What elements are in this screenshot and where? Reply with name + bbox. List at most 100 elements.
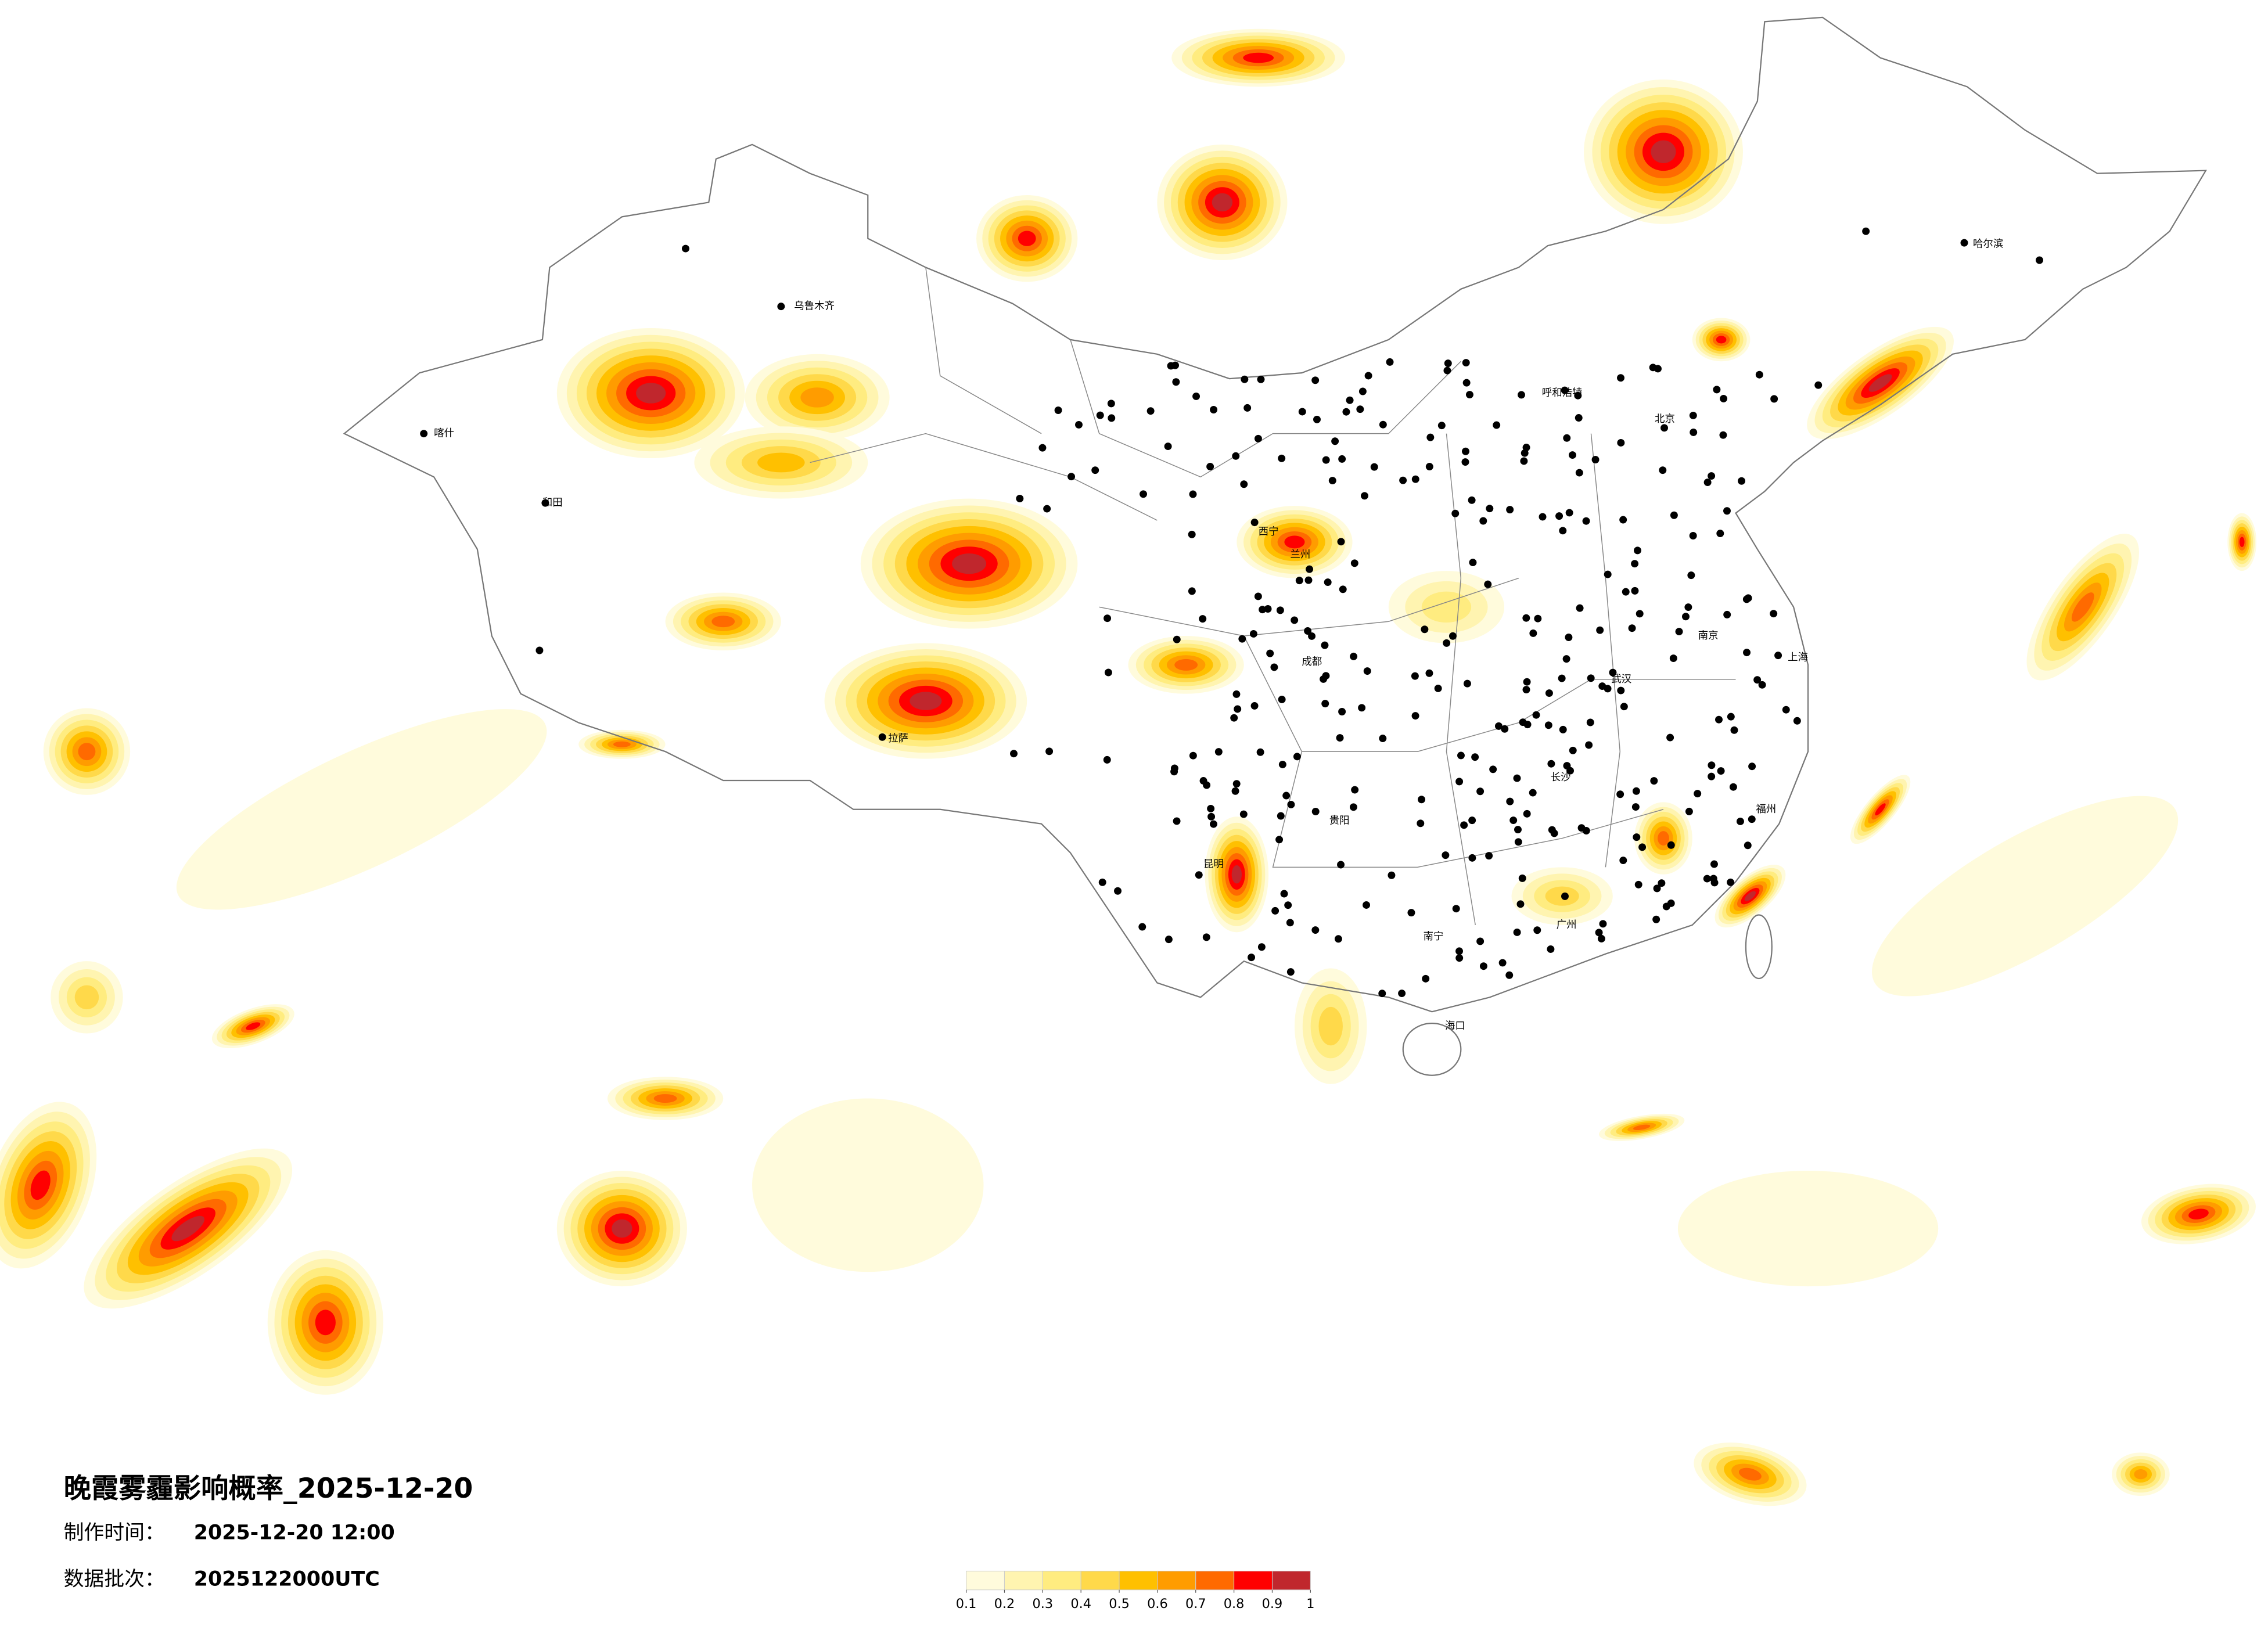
city-dot [1670,511,1678,519]
probability-area [1677,1171,1939,1287]
city-dot [1398,990,1406,998]
city-dot [1322,456,1330,464]
city-dot [1471,753,1479,761]
city-dot [1529,629,1537,637]
city-dot [1243,404,1252,412]
probability-area [246,1022,261,1030]
probability-area [2239,537,2245,548]
city-dot [1518,391,1525,399]
city-dot [1736,817,1744,825]
city-label: 呼和浩特 [1542,387,1583,399]
city-dot [1743,649,1751,657]
city-dot [1455,778,1464,786]
city-dot [1628,624,1636,632]
city-dot [1399,476,1407,484]
city-dot [1278,454,1286,462]
city-dot [1689,411,1697,419]
probability-area [612,1219,632,1238]
city-dot [1363,901,1371,909]
city-dot [1379,735,1387,743]
city-dot [1411,672,1419,680]
city-dot [1493,421,1501,429]
city-label: 南宁 [1424,931,1444,942]
city-dot [1096,411,1104,419]
city-dot [1617,686,1625,695]
city-dot [1358,387,1367,395]
city-dot [1518,874,1526,882]
city-dot [1054,406,1062,414]
taiwan-outline [1745,914,1773,980]
city-dot [1622,588,1630,596]
city-dot [1463,679,1471,688]
city-dot [1960,239,1968,247]
city-dot [1631,803,1640,811]
city-dot [1234,705,1242,713]
legend-tick-label: 0.7 [1185,1596,1206,1611]
legend: 0.1 0.2 0.3 0.4 0.5 0.6 0.7 0.8 0.9 1 [956,1570,1314,1611]
probability-area [800,387,834,408]
city-dot [1418,796,1426,804]
city-dot [1479,962,1487,970]
city-dot [1254,434,1262,443]
city-dot [1256,748,1264,756]
probability-area [74,985,99,1010]
city-dot [1370,463,1378,471]
city-dot [1658,879,1666,887]
city-dot [1520,457,1528,465]
city-dot [1421,625,1429,634]
city-dot [1455,954,1464,962]
city-dot [1690,429,1698,436]
probability-area [30,1170,51,1200]
city-dot [1138,923,1146,931]
probability-area [1018,231,1036,246]
city-dot [1708,761,1716,769]
city-dot [1363,667,1371,675]
legend-swatch [1157,1570,1196,1591]
city-dot [1075,420,1083,429]
city-dot [1173,635,1181,643]
legend-tick-label: 0.8 [1224,1596,1245,1611]
city-dot [1214,748,1223,756]
city-dot [1717,767,1725,775]
city-dot [1230,714,1238,722]
city-dot [1337,861,1345,869]
city-label: 和田 [542,497,563,509]
city-dot [1386,358,1394,366]
probability-area [1633,1124,1651,1131]
city-dot [1462,359,1470,367]
probability-area [176,709,547,910]
city-dot [777,303,785,311]
city-dot [1286,968,1295,976]
city-dot [1257,943,1266,951]
probability-area [757,452,805,473]
city-dot [1575,414,1583,422]
city-dot [1619,857,1627,865]
city-dot [1523,810,1531,818]
city-dot [1114,887,1122,895]
city-dot [1519,718,1527,726]
city-label: 西宁 [1259,526,1279,538]
city-dot [1729,783,1737,791]
city-dot [1378,990,1386,998]
city-dot [1364,372,1372,380]
city-dot [1758,681,1766,689]
city-label: 长沙 [1551,772,1571,783]
city-dot [1523,678,1531,686]
city-dot [1091,466,1099,474]
city-label: 昆明 [1203,858,1224,870]
city-dot [1321,700,1329,708]
probability-area [1716,336,1727,344]
city-dot [1498,959,1507,967]
city-dot [1469,559,1477,567]
city-dot [1770,395,1778,403]
city-dot [1358,704,1366,712]
city-dot [1455,947,1463,955]
city-dot [1476,787,1485,796]
city-dot [1411,475,1419,483]
info-label: 数据批次： [64,1567,165,1591]
city-dot [1667,841,1675,849]
legend-tick-label: 0.6 [1147,1596,1168,1611]
city-dot [1188,530,1196,538]
city-label: 成都 [1302,656,1322,668]
city-dot [1689,532,1697,539]
